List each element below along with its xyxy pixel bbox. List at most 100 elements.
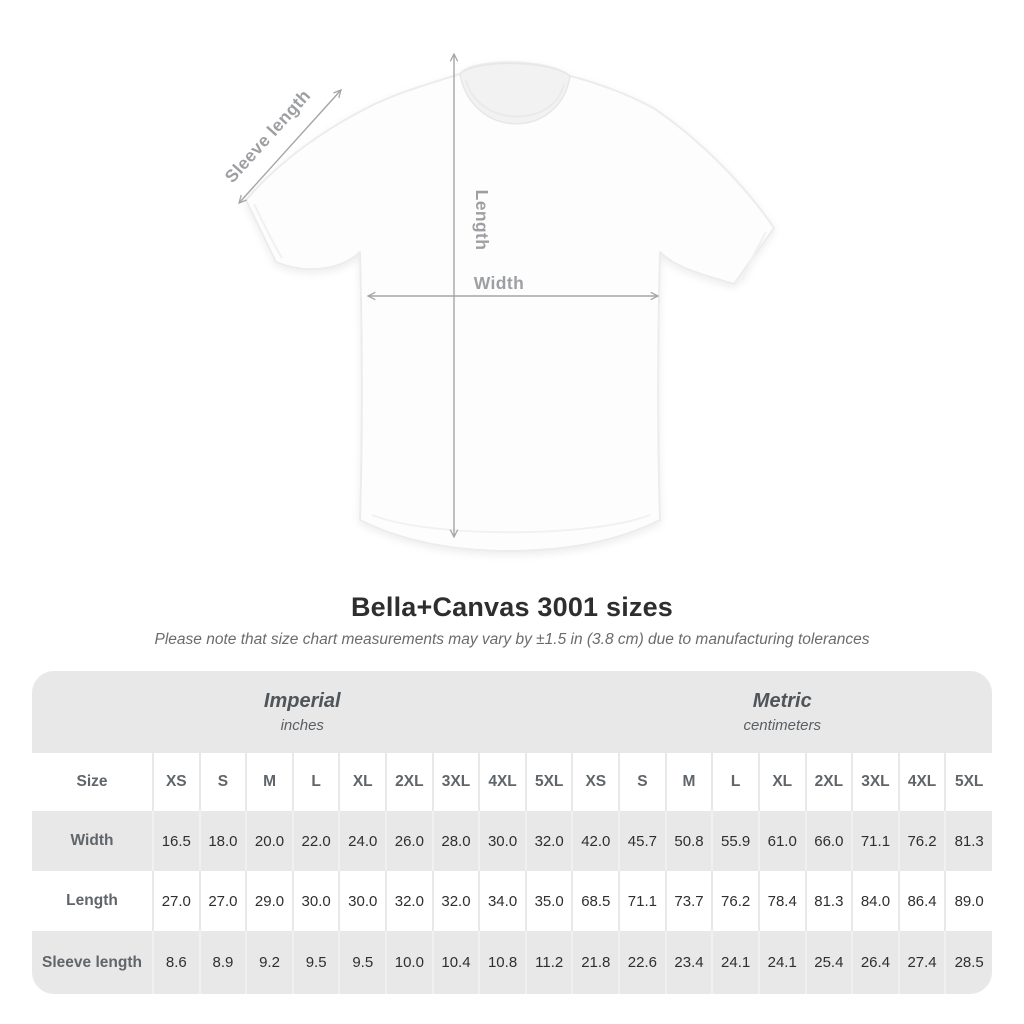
size-table: Imperial inches Metric centimeters Size …	[32, 671, 992, 994]
size-value-cell: 34.0	[478, 871, 526, 931]
size-header-8: 5XL	[524, 753, 573, 811]
size-header-2: M	[245, 753, 293, 811]
unit-group-row: Imperial inches Metric centimeters	[32, 671, 992, 753]
size-value-cell: 8.6	[152, 931, 200, 994]
size-value-cell: 29.0	[245, 871, 293, 931]
imperial-label: Imperial	[263, 690, 341, 712]
size-value-cell: 45.7	[618, 811, 666, 871]
sleeve-length-arrow	[238, 88, 342, 205]
measurement-row: Length 27.0 27.0 29.0 30.0 30.0 32.0 32.0 34.0 35…	[32, 871, 992, 931]
tshirt-diagram: Sleeve length Length Width	[221, 52, 775, 552]
size-value-cell: 10.0	[385, 931, 433, 994]
page-title: Bella+Canvas 3001 sizes	[350, 592, 674, 622]
imperial-group-header: Imperial inches	[32, 671, 572, 753]
size-value-cell: 22.0	[291, 811, 340, 871]
size-header-6: 3XL	[431, 753, 480, 811]
measurement-row: Sleeve length 8.6 8.9 9.2 9.5 9.5 10.0 10.4 10.8…	[32, 931, 992, 994]
size-value-cell: 81.3	[944, 811, 992, 871]
size-value-cell: 73.7	[664, 871, 713, 931]
size-corner-label: Size	[32, 753, 153, 811]
measurement-row: Width 16.5 18.0 20.0 22.0 24.0 26.0 28.0 30.0 32.…	[32, 811, 992, 871]
size-value-cell: 11.2	[524, 931, 573, 994]
size-header-12: L	[711, 753, 759, 811]
size-value-cell: 71.1	[618, 871, 666, 931]
size-value-cell: 76.2	[711, 871, 759, 931]
size-value-cell: 30.0	[478, 811, 526, 871]
size-value-cell: 24.1	[711, 931, 759, 994]
imperial-unit: inches	[280, 717, 324, 734]
size-value-cell: 24.1	[757, 931, 806, 994]
collar-rib-seam	[465, 79, 565, 118]
size-value-cell: 32.0	[385, 871, 433, 931]
size-header-16: 4XL	[897, 753, 946, 811]
size-value-cell: 23.4	[664, 931, 713, 994]
size-value-cell: 28.0	[431, 811, 480, 871]
size-header-0: XS	[152, 753, 200, 811]
size-value-cell: 32.0	[431, 871, 480, 931]
size-value-cell: 9.5	[291, 931, 340, 994]
size-value-cell: 25.4	[804, 931, 853, 994]
measurement-arrows	[238, 52, 660, 539]
size-header-5: 2XL	[385, 753, 433, 811]
size-value-cell: 26.0	[385, 811, 433, 871]
size-value-cell: 21.8	[571, 931, 620, 994]
metric-label: Metric	[752, 690, 812, 712]
row-label: Width	[70, 832, 114, 849]
size-header-9: XS	[571, 753, 620, 811]
size-value-cell: 68.5	[571, 871, 620, 931]
size-header-14: 2XL	[804, 753, 853, 811]
hem-seam	[371, 514, 651, 534]
size-header-4: XL	[338, 753, 387, 811]
width-label: Width	[474, 273, 524, 293]
size-value-cell: 24.0	[338, 811, 387, 871]
size-value-cell: 27.0	[152, 871, 200, 931]
size-value-cell: 8.9	[198, 931, 247, 994]
size-value-cell: 16.5	[152, 811, 200, 871]
size-value-cell: 26.4	[851, 931, 899, 994]
size-header-13: XL	[757, 753, 806, 811]
size-header-3: L	[291, 753, 340, 811]
metric-unit: centimeters	[743, 717, 821, 734]
size-header-row: Size XS S M L XL 2XL 3XL 4XL 5XL XS S M L XL 2XL 3XL 4XL…	[32, 753, 992, 811]
size-value-cell: 84.0	[851, 871, 899, 931]
size-value-cell: 71.1	[851, 811, 899, 871]
size-value-cell: 10.8	[478, 931, 526, 994]
size-value-cell: 78.4	[757, 871, 806, 931]
size-header-17: 5XL	[944, 753, 992, 811]
tolerance-note: Please note that size chart measurements…	[154, 631, 870, 648]
size-value-cell: 55.9	[711, 811, 759, 871]
size-header-7: 4XL	[478, 753, 526, 811]
size-value-cell: 86.4	[897, 871, 946, 931]
size-value-cell: 81.3	[804, 871, 853, 931]
length-label: Length	[472, 190, 492, 251]
tshirt-illustration	[245, 61, 775, 552]
size-value-cell: 27.0	[198, 871, 247, 931]
row-label: Length	[32, 871, 153, 931]
size-value-cell: 20.0	[245, 811, 293, 871]
metric-group-header: Metric centimeters	[572, 671, 992, 753]
row-label: Sleeve length	[42, 953, 142, 971]
size-value-cell: 18.0	[198, 811, 247, 871]
size-value-cell: 22.6	[618, 931, 666, 994]
size-table-card: Imperial inches Metric centimeters Size …	[32, 671, 992, 994]
size-value-cell: 50.8	[664, 811, 713, 871]
right-cuff-seam	[741, 231, 767, 281]
size-value-cell: 76.2	[897, 811, 946, 871]
size-value-cell: 35.0	[524, 871, 573, 931]
left-cuff-seam	[253, 203, 283, 259]
size-header-10: S	[618, 753, 666, 811]
size-value-cell: 30.0	[291, 871, 340, 931]
size-header-11: M	[664, 753, 713, 811]
size-value-cell: 9.5	[338, 931, 387, 994]
size-value-cell: 66.0	[804, 811, 853, 871]
size-value-cell: 10.4	[431, 931, 480, 994]
size-value-cell: 89.0	[944, 871, 992, 931]
size-value-cell: 42.0	[571, 811, 620, 871]
size-value-cell: 27.4	[897, 931, 946, 994]
size-table-body: Width 16.5 18.0 20.0 22.0 24.0 26.0 28.0 30.0 32.…	[32, 811, 992, 994]
size-value-cell: 9.2	[245, 931, 293, 994]
size-value-cell: 30.0	[338, 871, 387, 931]
tshirt-body	[245, 61, 775, 552]
size-value-cell: 32.0	[524, 811, 573, 871]
size-header-15: 3XL	[851, 753, 899, 811]
